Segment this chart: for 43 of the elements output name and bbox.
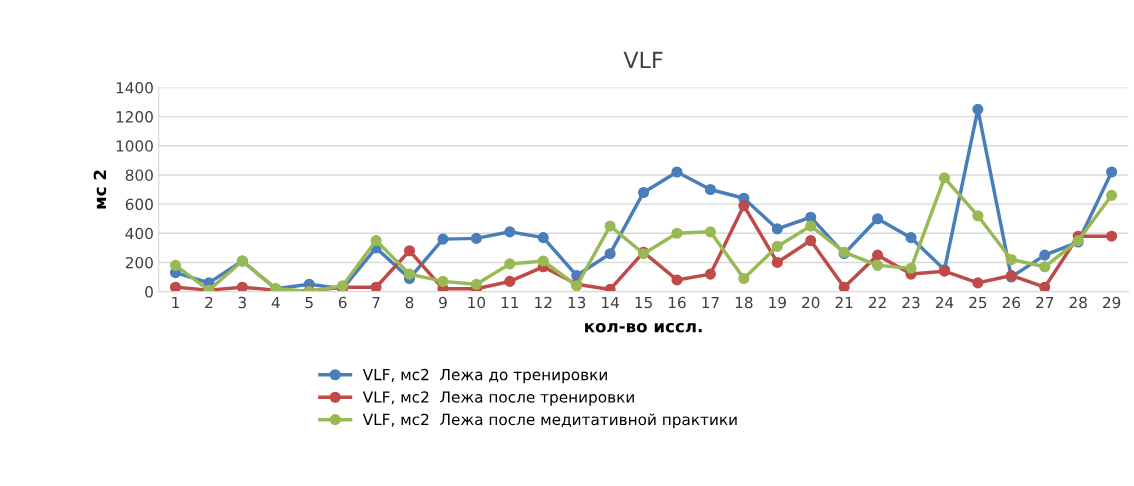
x-tick-label: 26 [1002,296,1021,309]
x-tick-label: 7 [372,296,380,309]
x-tick-label: 27 [1036,296,1054,309]
legend-label: VLF, мс2 Лежа после медитативной практики [362,413,737,429]
legend-label: VLF, мс2 Лежа после тренировки [362,391,634,406]
y-tick-label: 1000 [116,140,153,152]
y-tick-label: 200 [125,256,153,269]
y-tick-label: 400 [125,227,153,240]
x-tick-label: 25 [969,296,987,309]
chart-title: VLF [623,51,663,69]
y-tick-label: 1400 [116,81,153,94]
x-tick-label: 24 [935,296,954,309]
y-axis-title: мс 2 [93,170,107,209]
x-tick-label: 3 [238,296,246,309]
x-tick-label: 20 [802,296,820,309]
x-tick-label: 17 [702,296,719,309]
x-tick-label: 5 [305,296,313,309]
x-tick-label: 2 [205,296,213,309]
x-tick-label: 19 [769,296,786,309]
x-tick-label: 28 [1069,296,1087,309]
x-tick-label: 9 [439,296,447,309]
x-tick-label: 1 [172,296,179,309]
x-tick-label: 15 [635,296,652,309]
x-tick-label: 16 [668,296,686,309]
x-tick-label: 10 [468,296,486,309]
x-tick-label: 13 [568,296,586,309]
y-tick-label: 600 [125,198,153,211]
x-axis-title: кол-во иссл. [585,322,702,333]
x-tick-label: 4 [271,296,280,309]
legend-label: VLF, мс2 Лежа до тренировки [362,368,607,384]
x-tick-label: 22 [868,296,886,309]
x-tick-label: 21 [835,296,853,309]
x-tick-label: 18 [735,296,753,309]
x-tick-label: 14 [602,296,619,309]
y-tick-label: 0 [145,286,153,298]
x-tick-label: 12 [535,296,552,309]
x-tick-label: 29 [1103,296,1121,309]
x-tick-label: 6 [338,296,347,309]
x-tick-label: 23 [902,296,920,309]
x-tick-label: 8 [405,296,414,309]
x-tick-label: 11 [501,296,519,309]
y-tick-label: 1200 [116,111,153,123]
y-tick-label: 800 [125,169,153,181]
